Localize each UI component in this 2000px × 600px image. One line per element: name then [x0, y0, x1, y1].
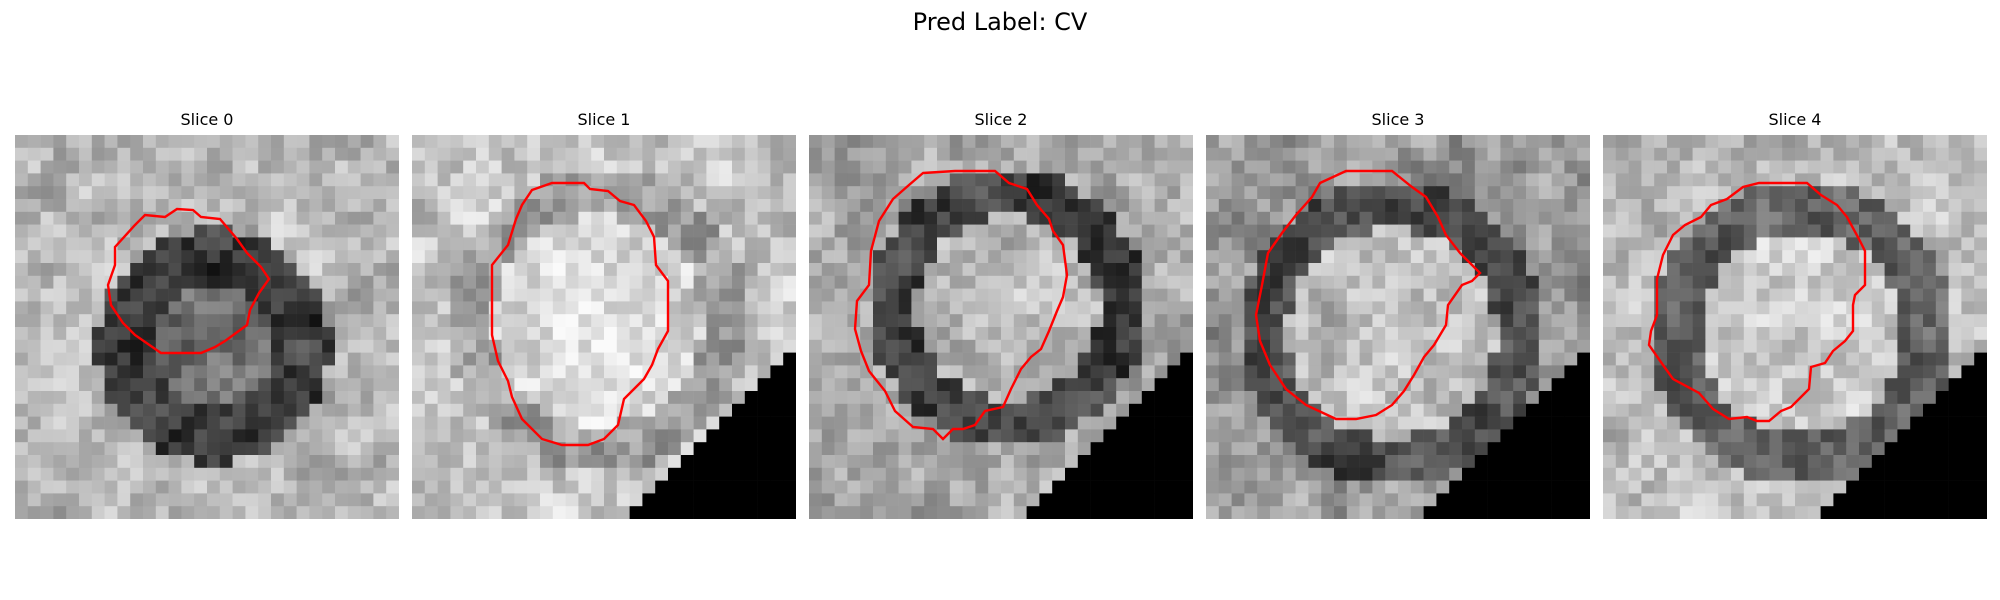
- slice-title: Slice 3: [1371, 110, 1425, 129]
- segmentation-contour: [1647, 181, 1867, 423]
- pixel-grid: [15, 135, 399, 519]
- slice-title: Slice 1: [577, 110, 631, 129]
- slice-image: [809, 135, 1193, 519]
- segmentation-contour: [853, 169, 1069, 441]
- slice-title: Slice 4: [1768, 110, 1822, 129]
- pixel-grid: [809, 135, 1193, 519]
- pixel-grid: [1206, 135, 1590, 519]
- segmentation-contour: [490, 181, 670, 447]
- slice-image: [15, 135, 399, 519]
- slice-title: Slice 2: [974, 110, 1028, 129]
- figure-title: Pred Label: CV: [912, 8, 1088, 36]
- segmentation-contour: [1254, 169, 1482, 421]
- slice-image: [412, 135, 796, 519]
- pixel-grid: [1603, 135, 1987, 519]
- segmentation-contour: [106, 207, 271, 355]
- slice-title: Slice 0: [180, 110, 234, 129]
- pixel-grid: [412, 135, 796, 519]
- slice-image: [1603, 135, 1987, 519]
- slice-image: [1206, 135, 1590, 519]
